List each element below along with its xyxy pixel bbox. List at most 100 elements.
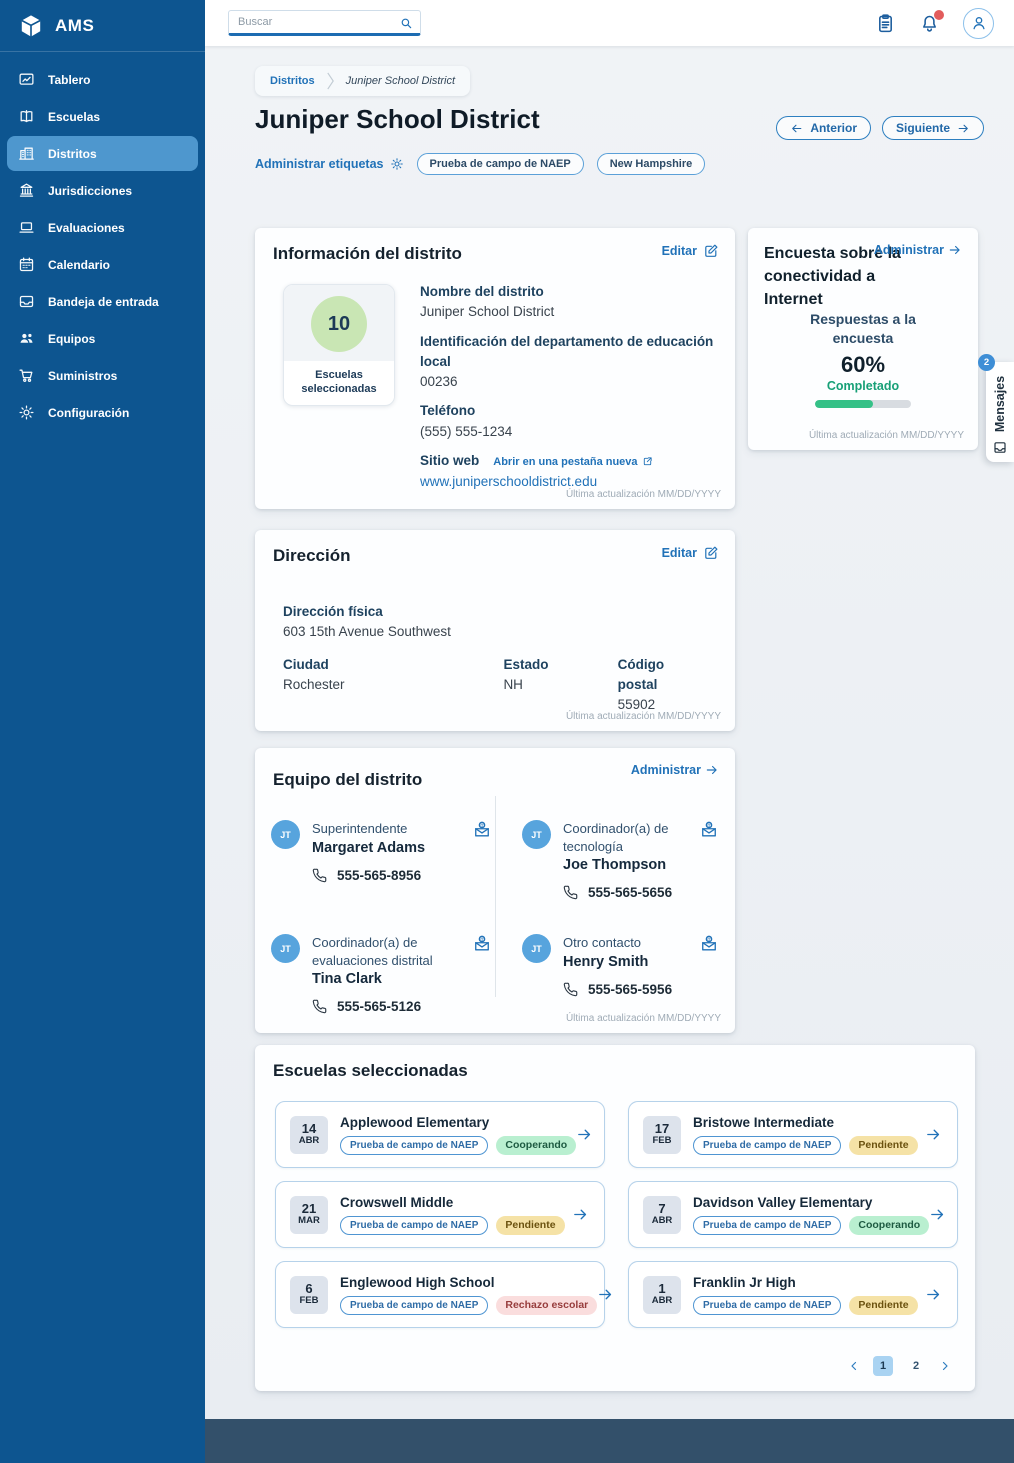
arrow-right-icon[interactable] [572, 1206, 589, 1223]
pagination-next-icon[interactable] [939, 1360, 951, 1372]
open-new-tab-link[interactable]: Abrir en una pestaña nueva [493, 456, 652, 468]
survey-status: Completado [826, 378, 900, 393]
tag-naep[interactable]: Prueba de campo de NAEP [416, 153, 584, 175]
arrow-right-icon[interactable] [925, 1126, 942, 1143]
school-name: Davidson Valley Elementary [693, 1194, 873, 1210]
sidebar-item-distritos[interactable]: Distritos [7, 136, 198, 171]
selected-schools-count-box: 10 Escuelas seleccionadas [283, 284, 395, 406]
pagination: 1 2 [848, 1356, 951, 1376]
previous-button[interactable]: Anterior [776, 116, 871, 140]
school-card-applewood[interactable]: 14 ABR Applewood Elementary Prueba de ca… [275, 1101, 605, 1168]
main-content: Distritos Juniper School District Junipe… [205, 46, 1014, 1419]
external-link-icon [642, 456, 653, 467]
manage-label: Administrar [873, 243, 944, 257]
sidebar-item-tablero[interactable]: Tablero [7, 62, 198, 97]
email-icon[interactable]: @ [472, 820, 492, 840]
sidebar-item-equipos[interactable]: Equipos [7, 321, 198, 356]
manage-tags-link[interactable]: Administrar etiquetas [255, 157, 404, 171]
date-badge: 7 ABR [643, 1195, 681, 1234]
manage-label: Administrar [630, 763, 701, 777]
member-phone-number: 555-565-5126 [337, 999, 422, 1015]
school-name: Applewood Elementary [340, 1114, 490, 1130]
pagination-page-1[interactable]: 1 [873, 1356, 893, 1376]
sidebar-item-bandeja-de-entrada[interactable]: Bandeja de entrada [7, 284, 198, 319]
date-badge: 17 FEB [643, 1115, 681, 1154]
arrow-right-icon[interactable] [929, 1206, 946, 1223]
zip-label: Código postal [617, 656, 665, 692]
naep-tag: Prueba de campo de NAEP [340, 1295, 489, 1315]
breadcrumb-distritos[interactable]: Distritos [270, 75, 315, 87]
sidebar: AMS Tablero Escuelas Distritos Jurisdicc… [0, 0, 205, 1463]
sidebar-item-calendario[interactable]: Calendario [7, 247, 198, 282]
lea-id-label: Identificación del departamento de educa… [420, 333, 714, 369]
sidebar-item-suministros[interactable]: Suministros [7, 358, 198, 393]
phone-icon [312, 999, 327, 1014]
edit-district-info-link[interactable]: Editar [662, 243, 719, 259]
clipboard-icon[interactable] [875, 13, 896, 34]
sidebar-item-configuracion[interactable]: Configuración [7, 395, 198, 430]
avatar: JT [271, 820, 300, 849]
school-card-bristowe[interactable]: 17 FEB Bristowe Intermediate Prueba de c… [628, 1101, 958, 1168]
member-role: Coordinador(a) de tecnología [563, 821, 669, 854]
arrow-right-icon[interactable] [597, 1286, 614, 1303]
card-title: Equipo del distrito [273, 770, 423, 789]
messages-badge: 2 [978, 354, 995, 371]
cube-logo-icon [18, 13, 44, 39]
arrow-right-icon[interactable] [925, 1286, 942, 1303]
svg-text:@: @ [706, 937, 712, 943]
manage-survey-link[interactable]: Administrar [874, 243, 962, 257]
date-month: MAR [298, 1215, 320, 1227]
sidebar-item-evaluaciones[interactable]: Evaluaciones [7, 210, 198, 245]
tag-state[interactable]: New Hampshire [596, 153, 706, 175]
website-url-link[interactable]: www.juniperschooldistrict.edu [420, 474, 598, 489]
date-day: 21 [301, 1201, 317, 1217]
svg-text:@: @ [479, 937, 485, 943]
notifications-bell-icon[interactable] [919, 9, 944, 34]
sidebar-item-label: Calendario [48, 257, 111, 272]
school-card-davidson-valley[interactable]: 7 ABR Davidson Valley Elementary Prueba … [628, 1181, 958, 1248]
school-card-crowswell[interactable]: 21 MAR Crowswell Middle Prueba de campo … [275, 1181, 605, 1248]
previous-button-label: Anterior [810, 121, 857, 135]
chevron-right-icon [326, 72, 335, 90]
gear-icon [390, 157, 404, 171]
pagination-page-2[interactable]: 2 [912, 1360, 920, 1372]
messages-tab[interactable]: 2 Mensajes [978, 354, 1014, 462]
member-role: Superintendente [312, 821, 408, 836]
school-card-englewood[interactable]: 6 FEB Englewood High School Prueba de ca… [275, 1261, 612, 1328]
sidebar-item-jurisdicciones[interactable]: Jurisdicciones [7, 173, 198, 208]
school-card-franklin[interactable]: 1 ABR Franklin Jr High Prueba de campo d… [628, 1261, 958, 1328]
state-value: NH [503, 676, 523, 692]
pagination-prev-icon[interactable] [848, 1360, 860, 1372]
dashboard-icon [18, 71, 35, 88]
sidebar-item-escuelas[interactable]: Escuelas [7, 99, 198, 134]
calendar-icon [18, 256, 35, 273]
next-button[interactable]: Siguiente [881, 116, 984, 140]
member-name: Tina Clark [312, 971, 382, 988]
date-day: 17 [654, 1121, 670, 1137]
card-title: Encuesta sobre la conectividad a Interne… [764, 245, 901, 309]
date-day: 1 [658, 1281, 666, 1297]
next-button-label: Siguiente [895, 121, 950, 135]
naep-tag: Prueba de campo de NAEP [340, 1135, 489, 1155]
last-updated-text: Última actualización MM/DD/YYYY [565, 1013, 721, 1024]
school-name: Bristowe Intermediate [693, 1114, 835, 1130]
search-icon[interactable] [399, 16, 413, 30]
school-name: Franklin Jr High [693, 1274, 796, 1290]
edit-address-link[interactable]: Editar [662, 545, 719, 561]
phone-value: (555) 555-1234 [420, 423, 513, 439]
sidebar-item-label: Configuración [48, 405, 130, 420]
email-icon[interactable]: @ [472, 934, 492, 954]
email-icon[interactable]: @ [699, 820, 719, 840]
date-badge: 1 ABR [643, 1275, 681, 1314]
date-day: 7 [658, 1201, 666, 1217]
manage-team-link[interactable]: Administrar [631, 763, 719, 777]
city-label: Ciudad [283, 656, 329, 672]
topbar [205, 0, 1014, 46]
user-avatar[interactable] [963, 7, 994, 39]
email-icon[interactable]: @ [699, 934, 719, 954]
arrow-right-icon[interactable] [576, 1126, 593, 1143]
search-input[interactable] [228, 10, 421, 36]
state-label: Estado [503, 656, 549, 672]
sidebar-item-label: Suministros [48, 368, 118, 383]
card-title: Escuelas seleccionadas [273, 1061, 468, 1080]
